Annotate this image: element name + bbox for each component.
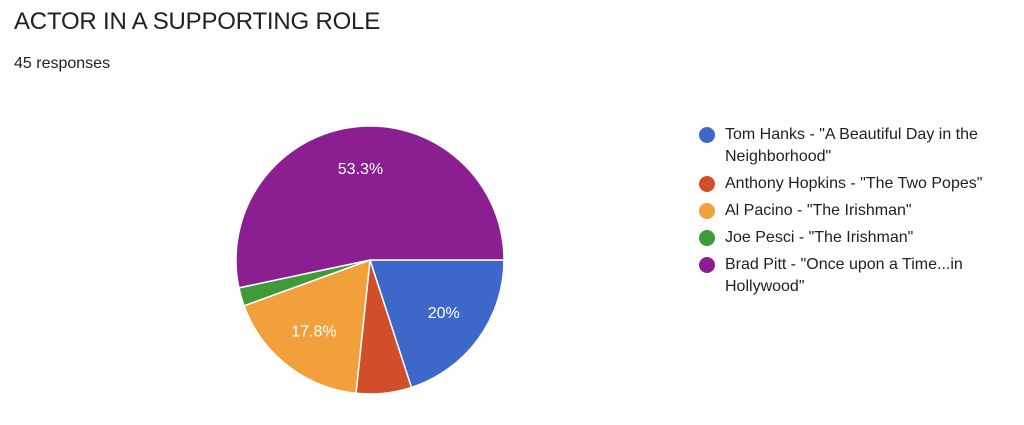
legend-item: Tom Hanks - "A Beautiful Day in the Neig… [699,124,1019,168]
legend-item: Anthony Hopkins - "The Two Popes" [699,173,1019,195]
legend-item: Brad Pitt - "Once upon a Time...in Holly… [699,254,1019,298]
legend-swatch-icon [699,203,715,219]
slice-percent-label: 20% [428,305,460,322]
legend-label: Anthony Hopkins - "The Two Popes" [725,175,983,192]
legend-swatch-icon [699,176,715,192]
legend-item: Joe Pesci - "The Irishman" [699,227,1019,249]
legend-label: Tom Hanks - "A Beautiful Day in the Neig… [725,126,978,165]
response-count: 45 responses [14,55,111,72]
legend-swatch-icon [699,257,715,273]
chart-legend: Tom Hanks - "A Beautiful Day in the Neig… [699,124,1019,303]
legend-swatch-icon [699,127,715,143]
legend-label: Brad Pitt - "Once upon a Time...in Holly… [725,256,963,295]
legend-item: Al Pacino - "The Irishman" [699,200,1019,222]
legend-label: Al Pacino - "The Irishman" [725,202,912,219]
pie-slice-al-pacino [243,258,371,395]
chart-title: ACTOR IN A SUPPORTING ROLE [14,8,381,35]
legend-label: Joe Pesci - "The Irishman" [725,229,914,246]
pie-slice-brad-pitt [235,125,505,289]
slice-percent-label: 17.8% [291,323,336,340]
pie-slice-tom-hanks [368,259,505,389]
slice-percent-label: 53.3% [338,161,383,178]
legend-swatch-icon [699,230,715,246]
